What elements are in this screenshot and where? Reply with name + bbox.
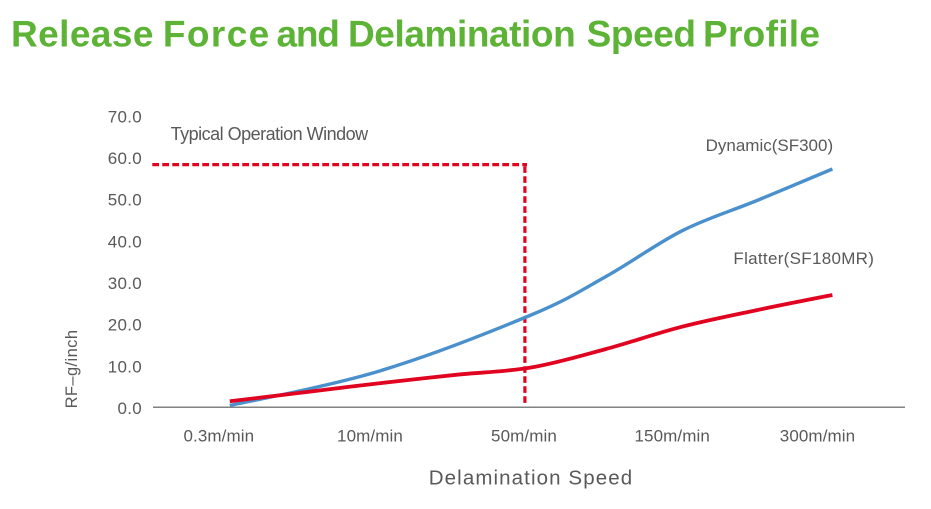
svg-text:30.0: 30.0 [108, 274, 142, 293]
svg-text:0.0: 0.0 [117, 399, 142, 418]
svg-text:10m/min: 10m/min [337, 426, 403, 445]
svg-text:60.0: 60.0 [108, 149, 142, 168]
svg-text:40.0: 40.0 [108, 232, 142, 251]
svg-text:20.0: 20.0 [108, 316, 142, 335]
svg-text:0.3m/min: 0.3m/min [183, 426, 254, 445]
svg-text:70.0: 70.0 [108, 107, 142, 126]
svg-text:Delamination Speed: Delamination Speed [429, 467, 633, 490]
svg-text:50.0: 50.0 [108, 191, 142, 210]
svg-text:RF–g/inch: RF–g/inch [63, 330, 81, 409]
svg-text:50m/min: 50m/min [491, 426, 557, 445]
svg-text:150m/min: 150m/min [634, 426, 709, 445]
svg-text:300m/min: 300m/min [780, 426, 855, 445]
svg-text:Flatter(SF180MR): Flatter(SF180MR) [733, 249, 874, 268]
svg-text:10.0: 10.0 [108, 357, 142, 376]
svg-text:Typical Operation Window: Typical Operation Window [171, 124, 370, 144]
svg-text:Dynamic(SF300): Dynamic(SF300) [706, 136, 834, 155]
